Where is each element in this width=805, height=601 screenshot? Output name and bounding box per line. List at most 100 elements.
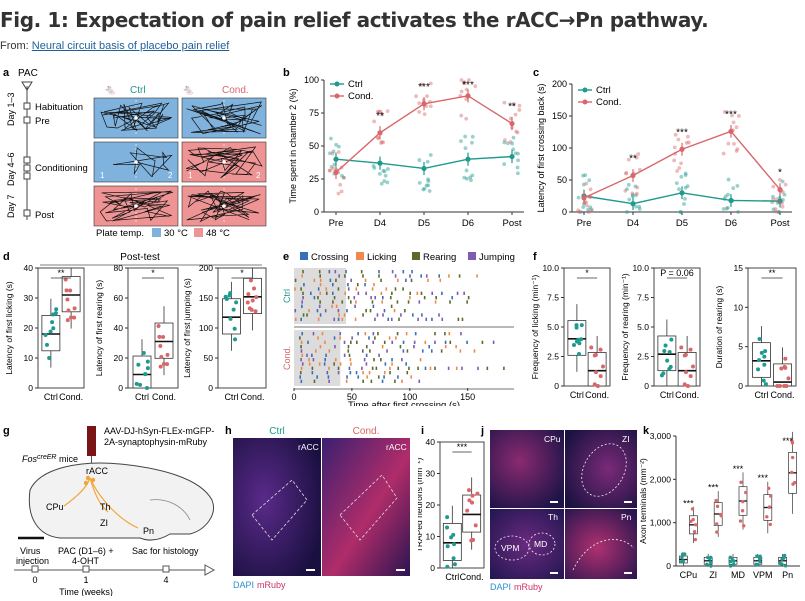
- plate-temp-label: Plate temp.: [96, 228, 144, 239]
- c-dot-0-1-3: [634, 204, 638, 209]
- d1-ytick-label-1: 10: [24, 353, 34, 363]
- e-cond-event-6-0: [300, 358, 302, 362]
- f3-dot-1-5: [777, 384, 782, 388]
- e-ctrl-event-4-10: [402, 287, 404, 291]
- cond-label: Cond.: [222, 85, 249, 96]
- e-ctrl-event-1-4: [362, 274, 364, 278]
- f1-dot-0-8: [577, 341, 582, 346]
- d2-xtick-label-0: Ctrl: [135, 392, 149, 402]
- e-cond-event-0-7: [377, 332, 379, 336]
- c-dot-1-3-2: [730, 113, 734, 118]
- e-cond-event-0-12: [444, 332, 446, 336]
- e-cond-event-0-0: [301, 332, 304, 336]
- e-ctrl-event-11-15: [457, 317, 460, 321]
- e-cond-event-3-1: [319, 345, 322, 349]
- b-ytick-label-4: 100: [304, 75, 319, 85]
- e-cond-event-10-8: [397, 375, 399, 379]
- d3-dot-0-2: [231, 307, 236, 312]
- d2-dot-0-0: [141, 351, 146, 356]
- e-cond-event-1-2: [333, 336, 336, 340]
- c-xtick-label-2: D5: [676, 218, 688, 229]
- e-ctrl-event-10-5: [362, 313, 364, 317]
- j-th-image: [490, 509, 564, 579]
- k-xtick-label-3: VPM: [753, 570, 773, 580]
- c-xtick-label-4: Post: [770, 218, 789, 229]
- e-cond-event-2-13: [444, 340, 447, 344]
- e-ctrl-event-8-6: [390, 304, 393, 308]
- e-ctrl-event-2-3: [329, 278, 332, 282]
- e-cond-event-8-9: [397, 366, 400, 370]
- f2-box-0: [657, 335, 677, 372]
- b-dot-1-1-0: [378, 109, 383, 114]
- d1-dot-0-4: [50, 320, 55, 325]
- h-ctrl-label: Ctrl: [269, 426, 285, 437]
- i-dot-1-4: [473, 523, 478, 528]
- f2-dot-0-6: [668, 364, 673, 369]
- e-cond-event-1-4: [351, 336, 353, 340]
- e-cond-event-5-5: [348, 353, 351, 357]
- e-cond-event-4-4: [361, 349, 364, 353]
- e-ctrl-event-1-1: [319, 274, 321, 278]
- d3-dot-0-1: [228, 316, 233, 321]
- e-ctrl-event-5-5: [344, 291, 347, 295]
- arena-track-1-1: [185, 146, 263, 179]
- b-dot-0-4-2: [515, 165, 520, 170]
- e-ctrl-event-5-15: [456, 291, 459, 295]
- c-dot-1-4-9: [771, 197, 775, 202]
- e-ctrl-event-10-6: [376, 313, 379, 317]
- e-ctrl-event-7-4: [349, 300, 352, 304]
- d3-dot-1-1: [254, 295, 259, 300]
- e-cond-event-8-0: [300, 366, 303, 370]
- d1-dot-1-1: [72, 306, 77, 311]
- k-dot-0-1-0: [689, 519, 693, 524]
- f1-dot-1-4: [600, 364, 605, 369]
- d1-dot-0-2: [47, 355, 52, 360]
- c-dot-1-1-2: [634, 155, 639, 160]
- k-sig-0: ***: [683, 498, 694, 508]
- k-dot-4-0-1: [782, 553, 787, 558]
- e-ctrl-event-0-5: [360, 270, 363, 274]
- panel-h-images: h Ctrl Cond. rACC rACC DAPI mRuby: [225, 425, 410, 590]
- b-dot-1-1-1: [377, 109, 381, 114]
- b-dot-0-0-7: [329, 136, 333, 141]
- e-cond-event-2-7: [383, 340, 386, 344]
- e-ctrl-event-0-6: [378, 270, 380, 274]
- d2-dot-1-3: [158, 344, 163, 349]
- e-ctrl-event-2-10: [410, 278, 413, 282]
- phase-conditioning: Conditioning: [35, 163, 88, 174]
- e-cond-event-7-8: [384, 362, 387, 366]
- e-ctrl-event-1-8: [420, 274, 422, 278]
- e-ctrl-event-7-2: [332, 300, 334, 304]
- tick-habituation: [23, 102, 31, 110]
- c-dot-0-4-10: [777, 210, 781, 214]
- e-cond-event-8-17: [461, 366, 463, 370]
- article-link[interactable]: Neural circuit basis of placebo pain rel…: [31, 40, 230, 52]
- e-cond-event-11-4: [362, 379, 364, 383]
- e-legend-swatch-1: [356, 252, 364, 260]
- e-ctrl-event-10-2: [319, 313, 322, 317]
- e-ctrl-event-11-7: [374, 317, 376, 321]
- i-dot-1-5: [466, 488, 471, 493]
- e-cond-event-3-6: [399, 345, 402, 349]
- e-cond-event-10-4: [357, 375, 360, 379]
- e-cond-event-0-6: [372, 332, 375, 336]
- e-cond-event-10-1: [316, 375, 319, 379]
- b-dot-1-2-6: [414, 94, 418, 99]
- f3-dot-0-5: [759, 350, 764, 355]
- i-dot-0-7: [452, 562, 457, 567]
- k-sig-2: ***: [733, 464, 744, 474]
- b-mean-1-1: [377, 130, 383, 136]
- b-dot-0-1-3: [383, 173, 388, 178]
- panel-g-schematic: g AAV-DJ-hSyn-FLEx-mGFP- 2A-synaptophysi…: [3, 425, 216, 597]
- e-ctrl-event-6-9: [389, 296, 392, 300]
- e-cond-event-5-1: [306, 353, 308, 357]
- i-dot-0-8: [451, 532, 456, 537]
- b-dot-0-0-4: [337, 144, 341, 149]
- panel-label-f: f: [533, 251, 537, 263]
- d2-xtick-label-1: Cond.: [152, 392, 176, 402]
- e-ctrl-event-7-12: [449, 300, 451, 304]
- d1-dot-1-5: [72, 315, 77, 320]
- f2-ytick-label-0: 0: [644, 381, 649, 391]
- f3-xtick-label-0: Ctrl: [754, 390, 768, 400]
- e-ctrl-event-1-2: [338, 274, 340, 278]
